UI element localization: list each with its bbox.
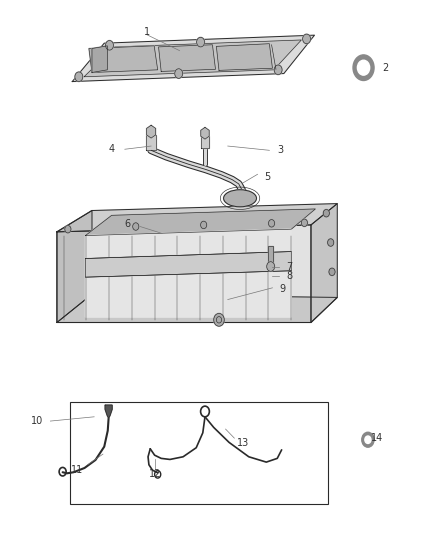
Circle shape xyxy=(268,220,275,227)
Polygon shape xyxy=(159,45,215,71)
Circle shape xyxy=(329,268,335,276)
Circle shape xyxy=(301,219,307,227)
Polygon shape xyxy=(85,229,291,317)
Polygon shape xyxy=(89,46,158,72)
Polygon shape xyxy=(201,136,209,148)
Circle shape xyxy=(357,60,370,75)
Text: 14: 14 xyxy=(371,433,383,443)
Text: 2: 2 xyxy=(382,63,389,72)
Polygon shape xyxy=(57,294,337,322)
Text: 10: 10 xyxy=(31,416,43,426)
Circle shape xyxy=(362,432,374,447)
Polygon shape xyxy=(311,204,337,322)
Text: 4: 4 xyxy=(109,144,115,154)
Circle shape xyxy=(201,221,207,229)
Polygon shape xyxy=(85,209,315,236)
Polygon shape xyxy=(72,35,314,82)
Polygon shape xyxy=(84,40,301,77)
Text: 13: 13 xyxy=(237,439,249,448)
Polygon shape xyxy=(92,46,107,72)
Circle shape xyxy=(353,55,374,80)
Circle shape xyxy=(75,72,83,82)
Text: 6: 6 xyxy=(124,219,130,229)
Polygon shape xyxy=(146,135,156,150)
Polygon shape xyxy=(105,405,112,418)
Text: 8: 8 xyxy=(286,271,292,281)
Text: 12: 12 xyxy=(149,470,162,479)
Polygon shape xyxy=(268,246,273,262)
Polygon shape xyxy=(201,127,209,139)
Circle shape xyxy=(274,65,282,75)
Circle shape xyxy=(365,436,371,443)
Circle shape xyxy=(197,37,205,47)
Text: 3: 3 xyxy=(277,146,283,155)
Text: 11: 11 xyxy=(71,465,83,475)
Circle shape xyxy=(65,225,71,233)
Circle shape xyxy=(175,69,183,78)
Text: 9: 9 xyxy=(279,284,286,294)
Polygon shape xyxy=(147,125,155,138)
Polygon shape xyxy=(57,225,311,322)
Polygon shape xyxy=(57,211,92,322)
Circle shape xyxy=(328,239,334,246)
Text: 7: 7 xyxy=(286,262,292,271)
Polygon shape xyxy=(85,252,291,277)
Circle shape xyxy=(303,34,311,44)
Circle shape xyxy=(323,209,329,217)
Polygon shape xyxy=(57,204,337,232)
Polygon shape xyxy=(216,44,272,70)
Circle shape xyxy=(267,262,275,271)
Ellipse shape xyxy=(224,190,257,207)
Circle shape xyxy=(133,223,139,230)
Circle shape xyxy=(214,313,224,326)
Circle shape xyxy=(106,41,113,50)
Bar xyxy=(70,402,328,504)
Text: 5: 5 xyxy=(264,172,270,182)
Text: 1: 1 xyxy=(144,27,150,37)
